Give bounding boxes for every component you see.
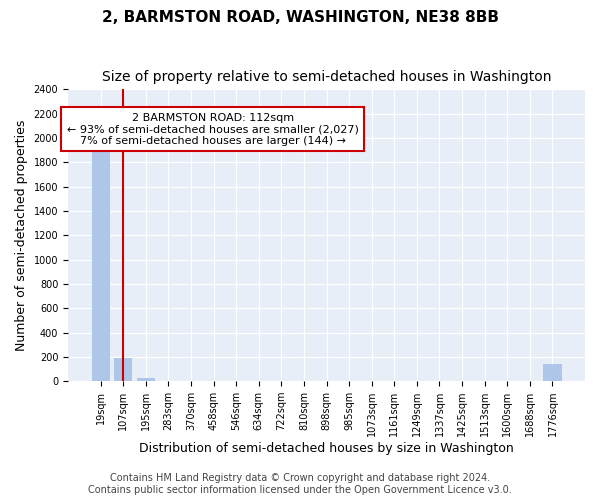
Text: 2, BARMSTON ROAD, WASHINGTON, NE38 8BB: 2, BARMSTON ROAD, WASHINGTON, NE38 8BB <box>101 10 499 25</box>
Text: 2 BARMSTON ROAD: 112sqm
← 93% of semi-detached houses are smaller (2,027)
7% of : 2 BARMSTON ROAD: 112sqm ← 93% of semi-de… <box>67 112 359 146</box>
Bar <box>137 378 155 381</box>
Bar <box>544 364 562 381</box>
Bar <box>92 134 110 381</box>
Bar <box>114 358 132 381</box>
Title: Size of property relative to semi-detached houses in Washington: Size of property relative to semi-detach… <box>102 70 551 84</box>
Text: Contains HM Land Registry data © Crown copyright and database right 2024.
Contai: Contains HM Land Registry data © Crown c… <box>88 474 512 495</box>
Y-axis label: Number of semi-detached properties: Number of semi-detached properties <box>15 120 28 351</box>
X-axis label: Distribution of semi-detached houses by size in Washington: Distribution of semi-detached houses by … <box>139 442 514 455</box>
